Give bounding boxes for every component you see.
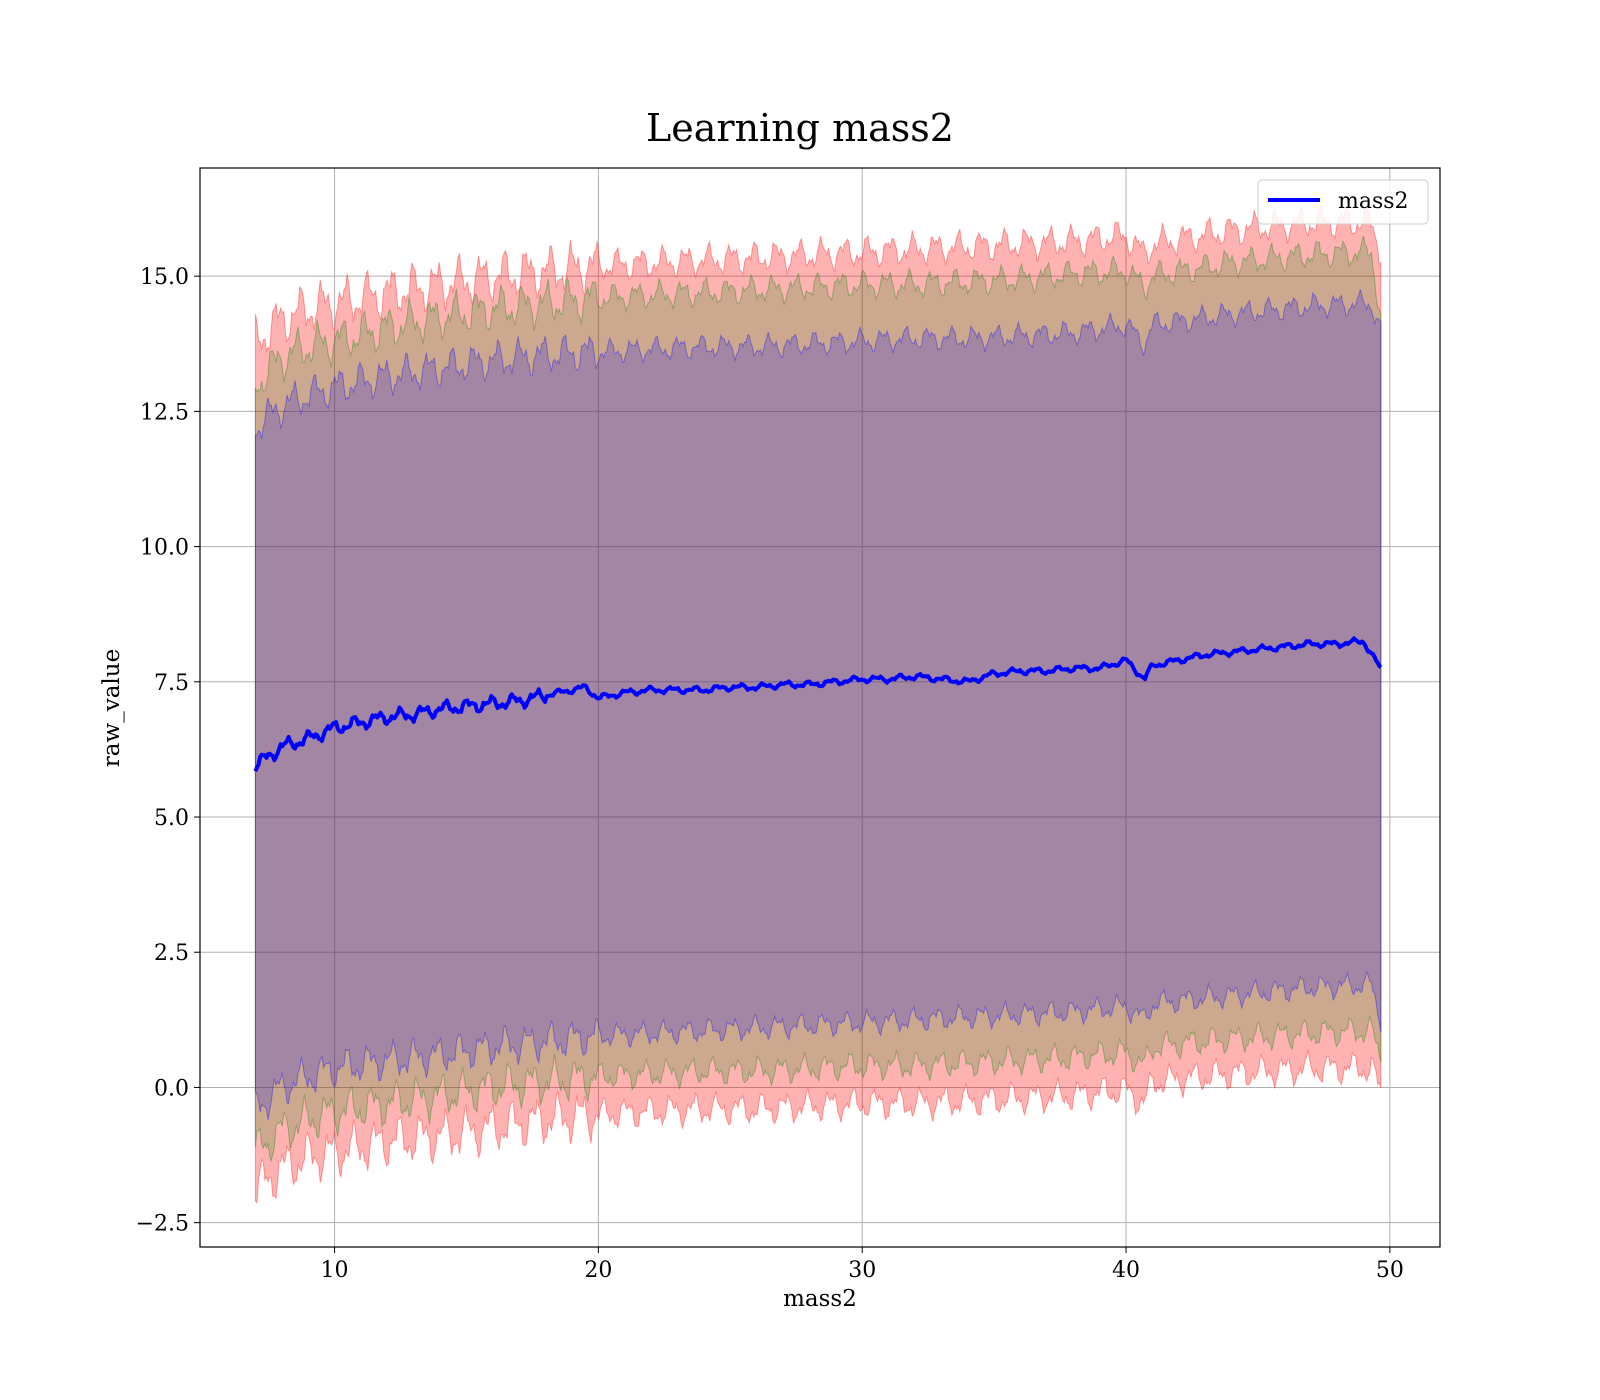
series-lines — [253, 636, 1383, 772]
series-line-mass2 — [253, 636, 1383, 772]
y-tick-label: 2.5 — [154, 941, 189, 966]
y-axis-label: raw_value — [99, 649, 125, 767]
y-tick-label: 15.0 — [140, 265, 189, 290]
chart-title: Learning mass2 — [646, 106, 954, 150]
x-tick-label: 20 — [584, 1258, 612, 1283]
x-axis-label: mass2 — [783, 1286, 857, 1312]
y-tick-label: 0.0 — [154, 1076, 189, 1101]
y-tick-label: 5.0 — [154, 806, 189, 831]
legend: mass2 — [1257, 179, 1429, 225]
confidence-band-2 — [254, 289, 1382, 1120]
x-ticks: 10 20 30 40 50 — [321, 1247, 1404, 1283]
x-tick-label: 30 — [848, 1258, 876, 1283]
confidence-band-1 — [254, 235, 1382, 1162]
y-ticks: −2.5 0.0 2.5 5.0 7.5 10.0 12.5 15.0 — [136, 265, 200, 1237]
confidence-bands — [254, 204, 1382, 1204]
y-tick-label: −2.5 — [136, 1212, 189, 1237]
x-tick-label: 50 — [1376, 1258, 1404, 1283]
x-tick-label: 40 — [1112, 1258, 1140, 1283]
legend-label: mass2 — [1338, 189, 1409, 214]
plot-frame — [199, 167, 1441, 1248]
confidence-band-0 — [254, 204, 1382, 1204]
grid-lines — [200, 168, 1440, 1247]
legend-box — [1257, 179, 1429, 225]
y-tick-label: 7.5 — [154, 671, 189, 696]
y-tick-label: 12.5 — [140, 400, 189, 425]
x-tick-label: 10 — [321, 1258, 349, 1283]
y-tick-label: 10.0 — [140, 536, 189, 561]
